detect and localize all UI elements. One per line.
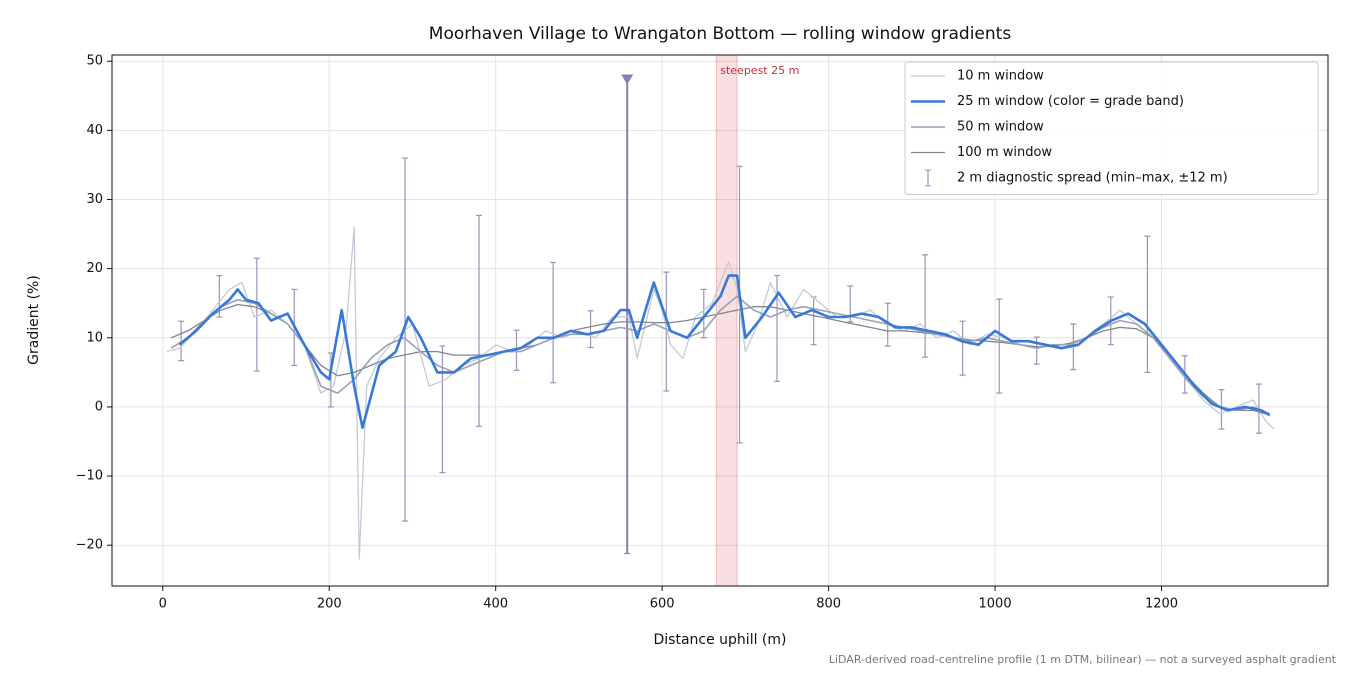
highlight-label: steepest 25 m xyxy=(720,64,799,77)
x-axis-label: Distance uphill (m) xyxy=(654,632,787,648)
y-tick-label: 20 xyxy=(86,261,103,276)
chart-title: Moorhaven Village to Wrangaton Bottom — … xyxy=(429,24,1012,44)
highlight-band xyxy=(715,54,738,587)
x-tick-label: 1200 xyxy=(1145,597,1178,612)
x-tick-label: 200 xyxy=(317,597,342,612)
legend-label: 100 m window xyxy=(957,145,1052,160)
y-tick-label: 50 xyxy=(86,54,103,69)
error-bar xyxy=(959,320,966,376)
error-bar xyxy=(1218,389,1225,430)
error-bar xyxy=(1033,336,1040,365)
footnote: LiDAR-derived road-centreline profile (1… xyxy=(829,653,1337,666)
x-tick-label: 600 xyxy=(650,597,675,612)
peak-marker xyxy=(621,74,634,85)
legend-label: 2 m diagnostic spread (min–max, ±12 m) xyxy=(957,171,1228,186)
plot-frame xyxy=(111,54,1329,587)
error-bar xyxy=(178,320,185,362)
legend-label: 50 m window xyxy=(957,120,1044,135)
error-bar xyxy=(476,214,483,427)
legend-box xyxy=(904,61,1319,195)
error-bar xyxy=(1144,235,1151,373)
error-bar xyxy=(587,310,594,349)
error-bar xyxy=(621,74,634,555)
error-bar xyxy=(253,257,260,372)
error-bar xyxy=(996,298,1003,394)
y-tick-label: −20 xyxy=(76,538,103,553)
x-tick-label: 0 xyxy=(159,597,167,612)
y-tick-label: 0 xyxy=(95,399,103,414)
legend-label: 25 m window (color = grade band) xyxy=(957,94,1184,109)
error-bar xyxy=(663,271,670,392)
error-bar xyxy=(550,261,557,384)
x-tick-label: 1000 xyxy=(979,597,1012,612)
y-tick-label: 40 xyxy=(86,123,103,138)
x-tick-label: 400 xyxy=(483,597,508,612)
y-axis-label: Gradient (%) xyxy=(26,275,42,365)
legend-label: 10 m window xyxy=(957,69,1044,84)
y-tick-label: −10 xyxy=(76,469,103,484)
error-bar xyxy=(922,254,929,358)
y-tick-label: 10 xyxy=(86,330,103,345)
series-line xyxy=(178,274,1271,429)
y-tick-label: 30 xyxy=(86,192,103,207)
x-tick-label: 800 xyxy=(816,597,841,612)
legend: 10 m window 25 m window (color = grade ba… xyxy=(904,61,1319,195)
error-bar xyxy=(216,274,223,318)
